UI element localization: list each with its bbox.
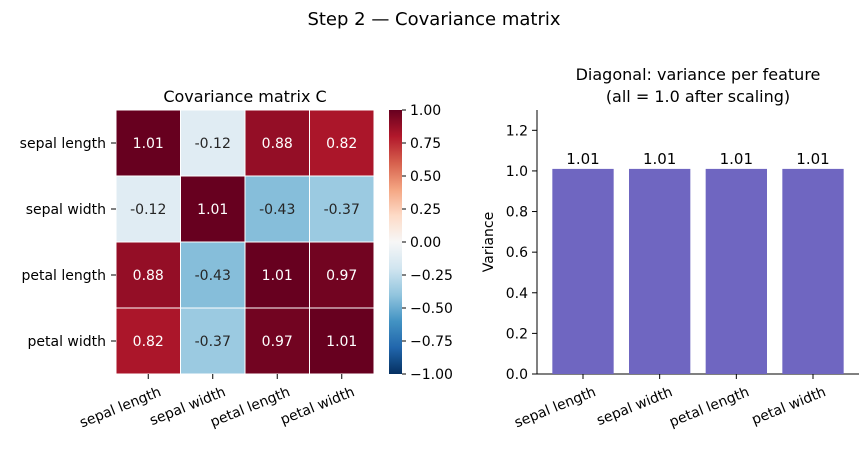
bar — [705, 168, 767, 374]
heatmap-row-label: petal length — [21, 268, 106, 284]
x-tick-label: petal length — [667, 384, 751, 431]
heatmap-cell-label: -0.43 — [259, 202, 295, 218]
heatmap-cell-label: 0.88 — [133, 268, 164, 284]
y-tick-label: 1.0 — [506, 164, 528, 180]
bar-value-label: 1.01 — [643, 150, 676, 168]
heatmap-title: Covariance matrix C — [163, 87, 326, 106]
y-tick-label: 0.8 — [506, 205, 528, 221]
heatmap-chart: Covariance matrix C 1.01 -0.12 0.88 0.82 -0.1… — [20, 87, 375, 431]
y-axis-label: Variance — [481, 212, 497, 272]
heatmap-cell-label: -0.12 — [130, 202, 166, 218]
bar-chart: Diagonal: variance per feature (all = 1.0… — [481, 65, 859, 431]
colorbar-tick-label: 0.50 — [410, 169, 441, 185]
heatmap-cell-label: 0.97 — [262, 334, 293, 350]
bar — [782, 168, 844, 374]
heatmap-cell — [309, 109, 375, 177]
colorbar-tick-label: −0.25 — [410, 268, 453, 284]
bar-value-label: 1.01 — [720, 150, 753, 168]
figure-title: Step 2 — Covariance matrix — [307, 9, 560, 30]
y-tick-label: 0.4 — [506, 286, 528, 302]
heatmap-row-label: sepal width — [26, 202, 106, 218]
heatmap-cell — [180, 175, 246, 243]
y-tick-label: 1.2 — [506, 123, 528, 139]
bar-value-label: 1.01 — [796, 150, 829, 168]
y-tick-label: 0.2 — [506, 326, 528, 342]
heatmap-cell-label: 1.01 — [326, 334, 357, 350]
colorbar-tick-label: −1.00 — [410, 367, 453, 383]
heatmap-cell-label: -0.12 — [195, 136, 231, 152]
heatmap-cell-label: 0.97 — [326, 268, 357, 284]
bar — [552, 168, 614, 374]
bar-value-label: 1.01 — [566, 150, 599, 168]
heatmap-cell-label: 0.82 — [326, 136, 357, 152]
heatmap-row-label: petal width — [28, 334, 107, 350]
heatmap-cell — [180, 109, 246, 177]
heatmap-cell-label: 0.88 — [262, 136, 293, 152]
bar-chart-title-line-2: (all = 1.0 after scaling) — [606, 87, 790, 106]
heatmap-cell — [309, 307, 375, 375]
heatmap-cell — [180, 241, 246, 309]
heatmap-cell — [309, 241, 375, 309]
colorbar-tick-label: −0.50 — [410, 301, 453, 317]
heatmap-column-label: petal width — [278, 384, 357, 428]
heatmap-cell — [180, 307, 246, 375]
colorbar-tick-label: 0.75 — [410, 136, 441, 152]
heatmap-cell-label: -0.43 — [195, 268, 231, 284]
x-tick-label: petal width — [749, 384, 828, 428]
colorbar-scale — [389, 110, 402, 374]
colorbar-tick-label: 0.00 — [410, 235, 441, 251]
bar — [629, 168, 691, 374]
colorbar-tick-label: −0.75 — [410, 334, 453, 350]
x-tick-label: sepal length — [512, 384, 598, 431]
heatmap-cell-label: 1.01 — [262, 268, 293, 284]
heatmap-cell — [244, 109, 310, 177]
heatmap-cell-label: -0.37 — [324, 202, 360, 218]
heatmap-row-label: sepal length — [20, 136, 106, 152]
heatmap-cell-label: 1.01 — [197, 202, 228, 218]
colorbar-tick-label: 1.00 — [410, 103, 441, 119]
heatmap-cell-label: -0.37 — [195, 334, 231, 350]
heatmap-cell — [115, 109, 181, 177]
colorbar-tick-label: 0.25 — [410, 202, 441, 218]
colorbar: −1.00 −0.75 −0.50 −0.25 0.00 0.25 0.50 0.75 1.00 — [389, 103, 453, 383]
x-tick-label: sepal width — [594, 384, 674, 429]
bar-chart-title-line-1: Diagonal: variance per feature — [576, 65, 821, 84]
heatmap-cell — [309, 175, 375, 243]
y-tick-label: 0.0 — [506, 367, 528, 383]
heatmap-cell-label: 1.01 — [133, 136, 164, 152]
y-tick-label: 0.6 — [506, 245, 528, 261]
heatmap-cell-label: 0.82 — [133, 334, 164, 350]
